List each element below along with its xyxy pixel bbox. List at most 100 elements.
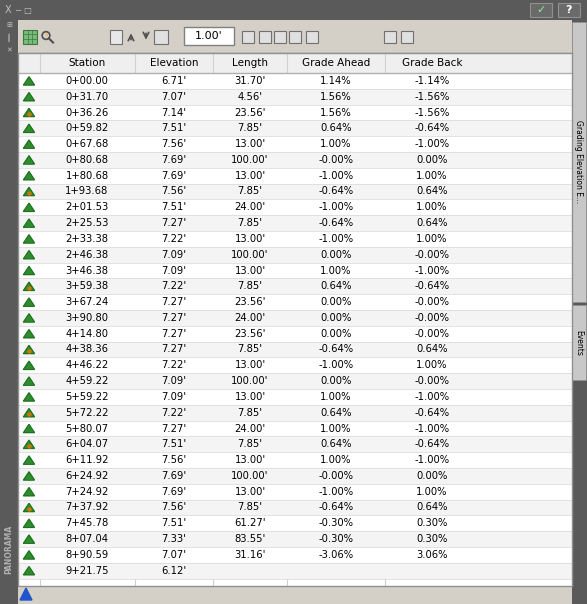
Text: 0+80.68: 0+80.68 [66,155,109,165]
Bar [0,0,587,20]
Bar [18,373,572,389]
Text: 7.69': 7.69' [161,155,187,165]
Text: 7.51': 7.51' [161,202,187,212]
Text: -0.64%: -0.64% [318,218,353,228]
Polygon shape [23,330,35,338]
Bar [18,452,572,468]
Text: -0.30%: -0.30% [319,534,353,544]
Text: 3+46.38: 3+46.38 [66,266,109,275]
Text: 13.00': 13.00' [234,361,266,370]
Text: 0+59.82: 0+59.82 [65,123,109,133]
Polygon shape [23,124,35,132]
Text: 1.00%: 1.00% [321,139,352,149]
Text: -1.00%: -1.00% [318,361,353,370]
Text: Elevation: Elevation [150,58,198,68]
Bar [23,30,37,43]
Bar [18,294,572,310]
Polygon shape [23,187,35,196]
Bar [18,231,572,247]
Bar [18,184,572,199]
Text: 23.56': 23.56' [234,297,266,307]
Text: 0.64%: 0.64% [416,344,448,355]
Text: 6.12': 6.12' [161,566,187,576]
Text: 1.00%: 1.00% [321,392,352,402]
Text: 7+24.92: 7+24.92 [65,487,109,496]
Text: 6+11.92: 6+11.92 [65,455,109,465]
Text: 1.00%: 1.00% [321,455,352,465]
Text: 1.00%: 1.00% [416,202,448,212]
Polygon shape [23,440,35,448]
Bar [0,20,18,604]
Text: 7.27': 7.27' [161,218,187,228]
Polygon shape [23,203,35,211]
Bar [289,30,301,42]
Bar [184,27,234,45]
Text: ─: ─ [15,5,21,14]
Text: ⊞: ⊞ [6,22,12,28]
Text: -1.56%: -1.56% [414,108,450,118]
Bar [18,484,572,500]
Text: 7.22': 7.22' [161,281,187,291]
Text: ?: ? [566,5,572,15]
Polygon shape [23,77,35,85]
Text: 2+01.53: 2+01.53 [65,202,109,212]
Text: 3+90.80: 3+90.80 [66,313,109,323]
Bar [18,531,572,547]
Bar [306,30,318,42]
Text: 0.00%: 0.00% [321,297,352,307]
Bar [18,136,572,152]
Text: 5+72.22: 5+72.22 [65,408,109,418]
Polygon shape [23,456,35,464]
Text: 24.00': 24.00' [234,313,266,323]
Text: 13.00': 13.00' [234,139,266,149]
Text: 0.30%: 0.30% [416,534,448,544]
Text: 4+46.22: 4+46.22 [65,361,109,370]
Text: 7.09': 7.09' [161,392,187,402]
Bar [18,515,572,531]
Polygon shape [23,172,35,180]
Text: 7.85': 7.85' [237,503,262,513]
Text: 3.06%: 3.06% [416,550,448,560]
Text: 0.00%: 0.00% [321,376,352,386]
Text: 7.56': 7.56' [161,455,187,465]
Text: ⚡: ⚡ [44,33,48,38]
Text: 7.56': 7.56' [161,139,187,149]
Bar [242,30,254,42]
Text: ║: ║ [7,34,11,42]
Bar [18,53,572,586]
Polygon shape [23,393,35,401]
Bar [530,3,552,17]
Polygon shape [23,535,35,543]
Bar [18,437,572,452]
Text: -0.64%: -0.64% [318,187,353,196]
Text: 13.00': 13.00' [234,234,266,244]
Bar [18,104,572,120]
Text: 7.22': 7.22' [161,234,187,244]
Text: 7.69': 7.69' [161,471,187,481]
Text: 1.56%: 1.56% [320,108,352,118]
Text: 8+07.04: 8+07.04 [66,534,109,544]
Text: 23.56': 23.56' [234,329,266,339]
Bar [18,199,572,215]
Polygon shape [23,377,35,385]
Text: 7.07': 7.07' [161,550,187,560]
Bar [18,247,572,263]
Polygon shape [23,408,35,417]
Text: 31.16': 31.16' [234,550,266,560]
Polygon shape [23,282,35,291]
Text: -0.64%: -0.64% [414,123,450,133]
Text: □: □ [23,5,31,14]
Bar [18,389,572,405]
Text: 6.71': 6.71' [161,76,187,86]
Text: -1.00%: -1.00% [318,171,353,181]
Text: 7.09': 7.09' [161,249,187,260]
Text: 7.07': 7.07' [161,92,187,101]
Bar [18,563,572,579]
Bar [572,22,586,302]
Text: 7.85': 7.85' [237,408,262,418]
Text: -0.64%: -0.64% [414,281,450,291]
Text: X: X [5,5,11,15]
Text: 0.64%: 0.64% [416,503,448,513]
Text: 1.14%: 1.14% [320,76,352,86]
Text: 100.00': 100.00' [231,471,269,481]
